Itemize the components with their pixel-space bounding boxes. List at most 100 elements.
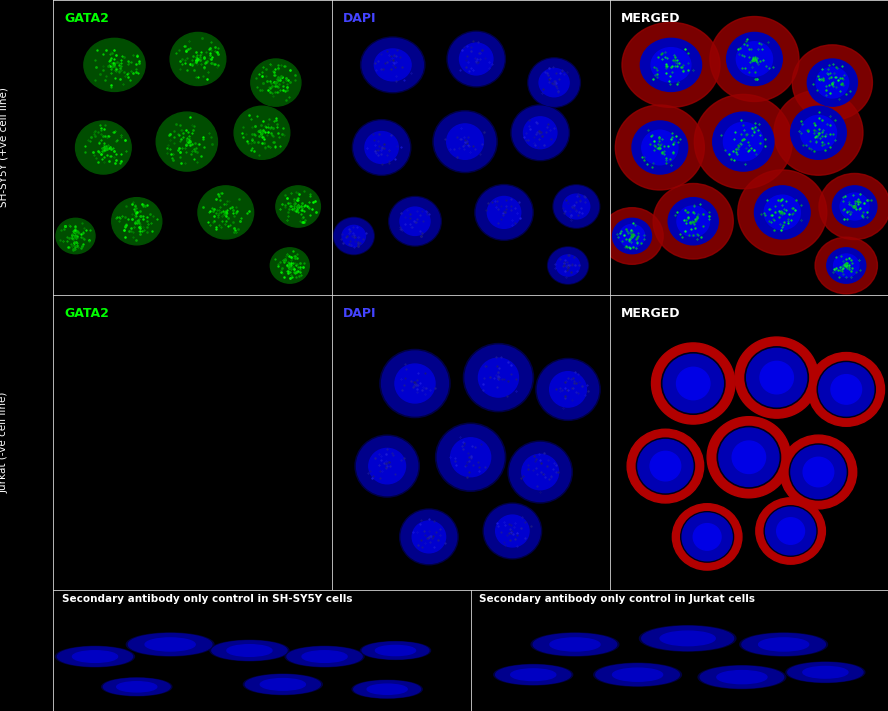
Ellipse shape	[808, 353, 884, 427]
Ellipse shape	[56, 218, 95, 254]
Ellipse shape	[512, 106, 568, 159]
Text: GATA2: GATA2	[65, 12, 109, 25]
Ellipse shape	[819, 173, 888, 240]
Ellipse shape	[353, 121, 409, 174]
Ellipse shape	[103, 678, 170, 695]
Ellipse shape	[638, 439, 693, 493]
Ellipse shape	[613, 668, 662, 681]
Ellipse shape	[790, 106, 846, 159]
Ellipse shape	[550, 372, 586, 407]
Ellipse shape	[549, 248, 588, 283]
Ellipse shape	[380, 349, 450, 417]
Ellipse shape	[548, 247, 589, 284]
Ellipse shape	[389, 196, 441, 246]
Ellipse shape	[786, 662, 865, 683]
Ellipse shape	[713, 112, 774, 171]
Text: MERGED: MERGED	[621, 307, 680, 320]
Ellipse shape	[334, 218, 373, 254]
Ellipse shape	[353, 680, 421, 697]
Ellipse shape	[681, 512, 733, 562]
Text: Secondary antibody only control in Jurkat cells: Secondary antibody only control in Jurka…	[479, 594, 755, 604]
Text: GATA2: GATA2	[65, 307, 109, 320]
Ellipse shape	[198, 186, 254, 239]
Ellipse shape	[819, 363, 874, 416]
Ellipse shape	[803, 457, 834, 487]
Ellipse shape	[740, 633, 828, 656]
Ellipse shape	[781, 435, 857, 509]
Ellipse shape	[622, 23, 720, 107]
Ellipse shape	[56, 646, 134, 667]
Ellipse shape	[367, 684, 408, 695]
Ellipse shape	[58, 647, 132, 666]
Ellipse shape	[210, 641, 289, 661]
Ellipse shape	[112, 198, 162, 245]
Ellipse shape	[508, 441, 573, 503]
Ellipse shape	[774, 90, 863, 175]
Ellipse shape	[827, 248, 866, 283]
Ellipse shape	[765, 507, 816, 555]
Ellipse shape	[276, 186, 321, 227]
Ellipse shape	[718, 428, 779, 486]
Ellipse shape	[78, 437, 139, 496]
Ellipse shape	[632, 121, 687, 174]
Ellipse shape	[362, 38, 424, 92]
Ellipse shape	[535, 358, 600, 420]
Ellipse shape	[159, 424, 226, 490]
Ellipse shape	[464, 343, 534, 412]
Ellipse shape	[496, 515, 529, 547]
Ellipse shape	[447, 124, 483, 159]
Ellipse shape	[765, 506, 817, 556]
Ellipse shape	[75, 121, 131, 174]
Ellipse shape	[640, 38, 702, 92]
Text: MERGED: MERGED	[621, 12, 680, 25]
Ellipse shape	[447, 31, 505, 87]
Ellipse shape	[803, 666, 848, 678]
Ellipse shape	[563, 194, 590, 219]
Ellipse shape	[601, 208, 663, 264]
Ellipse shape	[511, 669, 556, 680]
Ellipse shape	[400, 509, 458, 565]
Ellipse shape	[123, 510, 178, 563]
Ellipse shape	[650, 451, 681, 481]
Ellipse shape	[494, 665, 573, 685]
Ellipse shape	[639, 626, 736, 651]
Ellipse shape	[475, 185, 533, 240]
Ellipse shape	[672, 503, 741, 570]
Ellipse shape	[437, 424, 504, 490]
Ellipse shape	[642, 130, 678, 165]
Ellipse shape	[206, 504, 262, 557]
Ellipse shape	[129, 634, 212, 656]
Ellipse shape	[717, 670, 767, 684]
Ellipse shape	[627, 429, 703, 503]
Ellipse shape	[677, 368, 710, 400]
Ellipse shape	[738, 170, 827, 255]
Ellipse shape	[832, 186, 876, 227]
Ellipse shape	[401, 510, 456, 563]
Ellipse shape	[756, 498, 825, 565]
Ellipse shape	[652, 343, 735, 424]
Ellipse shape	[382, 351, 448, 416]
Ellipse shape	[800, 115, 836, 150]
Ellipse shape	[553, 185, 599, 228]
Ellipse shape	[434, 112, 496, 171]
Ellipse shape	[365, 132, 399, 164]
Ellipse shape	[777, 518, 805, 545]
Ellipse shape	[765, 195, 800, 230]
Ellipse shape	[533, 634, 616, 656]
Ellipse shape	[250, 59, 301, 106]
Ellipse shape	[682, 513, 733, 561]
Text: DAPI: DAPI	[343, 307, 377, 320]
Ellipse shape	[724, 122, 763, 161]
Ellipse shape	[755, 186, 810, 239]
Ellipse shape	[234, 106, 289, 159]
Ellipse shape	[735, 337, 819, 418]
Ellipse shape	[412, 521, 446, 553]
Ellipse shape	[698, 665, 786, 688]
Ellipse shape	[400, 207, 430, 235]
Ellipse shape	[834, 254, 859, 277]
Text: Jurkat (-ve cell line): Jurkat (-ve cell line)	[0, 392, 8, 493]
Ellipse shape	[840, 193, 869, 220]
Ellipse shape	[459, 43, 493, 75]
Ellipse shape	[376, 646, 416, 656]
Ellipse shape	[511, 105, 569, 161]
